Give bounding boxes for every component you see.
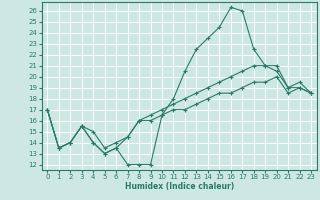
X-axis label: Humidex (Indice chaleur): Humidex (Indice chaleur) [124,182,234,191]
